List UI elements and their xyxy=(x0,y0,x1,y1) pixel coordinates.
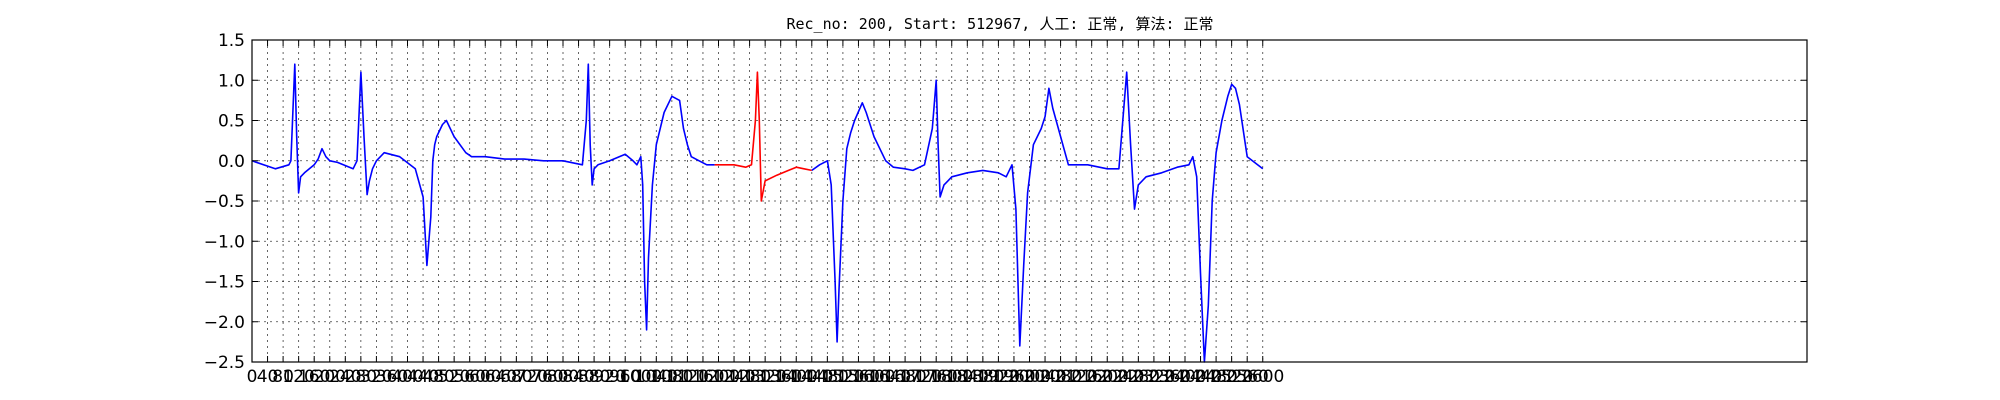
x-tick-label: 1320 xyxy=(744,367,787,387)
x-tick-label: 1960 xyxy=(992,367,1035,387)
x-tick-label: 2600 xyxy=(1241,367,1284,387)
y-tick-label: −0.5 xyxy=(204,192,245,212)
x-tick-label: 520 xyxy=(438,367,470,387)
x-tick-label: 880 xyxy=(578,367,610,387)
x-tick-label: 2360 xyxy=(1148,367,1191,387)
x-tick-label: 1560 xyxy=(837,367,880,387)
plot-frame xyxy=(251,39,1808,363)
x-tick-label: 680 xyxy=(500,367,532,387)
y-axis: −2.5 −2.0 −1.5 −1.0 −0.5 0.0 0.5 1.0 1.5 xyxy=(204,31,1807,373)
x-tick-label: 200 xyxy=(314,367,346,387)
x-tick-label: 1880 xyxy=(961,367,1004,387)
y-tick-label: −1.5 xyxy=(204,273,245,293)
x-tick-label: 2560 xyxy=(1226,367,1269,387)
x-tick-label: 1240 xyxy=(712,367,755,387)
ecg-series-line-2 xyxy=(714,71,812,202)
x-tick-label: 600 xyxy=(469,367,501,387)
x-tick-label: 2320 xyxy=(1132,367,1175,387)
x-tick-label: 120 xyxy=(282,367,314,387)
x-tick-label: 1400 xyxy=(775,367,818,387)
series-group xyxy=(251,63,1264,363)
x-tick-label: 960 xyxy=(609,367,641,387)
y-tick-label: 1.5 xyxy=(218,31,245,51)
x-tick-label: 1360 xyxy=(759,367,802,387)
x-tick-label: 1920 xyxy=(977,367,1020,387)
x-tick-label: 440 xyxy=(407,367,439,387)
x-tick-label: 1160 xyxy=(681,367,724,387)
y-tick-label: −1.0 xyxy=(204,232,245,252)
y-tick-label: −2.5 xyxy=(204,353,245,373)
y-tick-label: 1.0 xyxy=(218,71,245,91)
x-tick-label: 160 xyxy=(298,367,330,387)
x-tick-label: 560 xyxy=(453,367,485,387)
x-tick-label: 720 xyxy=(516,367,548,387)
x-tick-label: 360 xyxy=(376,367,408,387)
x-tick-label: 1200 xyxy=(697,367,740,387)
x-tick-label: 2080 xyxy=(1039,367,1082,387)
x-tick-label: 2520 xyxy=(1210,367,1253,387)
x-tick-label: 840 xyxy=(562,367,594,387)
x-tick-label: 40 xyxy=(257,367,279,387)
x-tick-label: 2040 xyxy=(1023,367,1066,387)
x-tick-label: 2280 xyxy=(1117,367,1160,387)
x-tick-label: 1600 xyxy=(852,367,895,387)
y-tick-label: 0.0 xyxy=(218,152,245,172)
x-tick-label: 760 xyxy=(531,367,563,387)
x-tick-label: 80 xyxy=(272,367,294,387)
x-tick-label: 480 xyxy=(422,367,454,387)
x-tick-label: 400 xyxy=(391,367,423,387)
x-tick-label: 1840 xyxy=(946,367,989,387)
x-tick-label: 1720 xyxy=(899,367,942,387)
x-tick-label: 1760 xyxy=(915,367,958,387)
x-tick-label: 1000 xyxy=(619,367,662,387)
x-tick-label: 320 xyxy=(360,367,392,387)
x-tick-label: 1800 xyxy=(930,367,973,387)
x-tick-label: 2400 xyxy=(1163,367,1206,387)
x-tick-label: 2440 xyxy=(1179,367,1222,387)
chart-title: Rec_no: 200, Start: 512967, 人工: 正常, 算法: … xyxy=(786,15,1213,33)
x-tick-label: 1040 xyxy=(635,367,678,387)
x-tick-label: 2200 xyxy=(1086,367,1129,387)
x-tick-label: 2000 xyxy=(1008,367,1051,387)
x-tick-label: 1480 xyxy=(806,367,849,387)
x-tick-label: 1080 xyxy=(650,367,693,387)
x-tick-label: 1120 xyxy=(666,367,709,387)
y-tick-label: −2.0 xyxy=(204,313,245,333)
x-axis: 0 408012016020024028032036040044048052056… xyxy=(247,40,1284,387)
x-tick-label: 2120 xyxy=(1055,367,1098,387)
x-tick-label: 280 xyxy=(345,367,377,387)
x-tick-label: 2160 xyxy=(1070,367,1113,387)
grid-lines xyxy=(251,39,1807,363)
x-tick-label: 1440 xyxy=(790,367,833,387)
x-tick-label: 640 xyxy=(485,367,517,387)
ecg-series-line-3 xyxy=(811,71,1264,363)
x-tick-label: 800 xyxy=(547,367,579,387)
x-tick-label: 1640 xyxy=(868,367,911,387)
x-tick-label: 1520 xyxy=(821,367,864,387)
x-tick-label: 2240 xyxy=(1101,367,1144,387)
x-tick-label: 1280 xyxy=(728,367,771,387)
y-tick-label: 0.5 xyxy=(218,112,245,132)
x-tick-label: 1680 xyxy=(883,367,926,387)
x-tick-label: 240 xyxy=(329,367,361,387)
x-tick-label: 0 xyxy=(247,367,258,387)
x-tick-label: 2480 xyxy=(1194,367,1237,387)
x-tick-label: 920 xyxy=(593,367,625,387)
ecg-series-line-1 xyxy=(251,63,715,331)
